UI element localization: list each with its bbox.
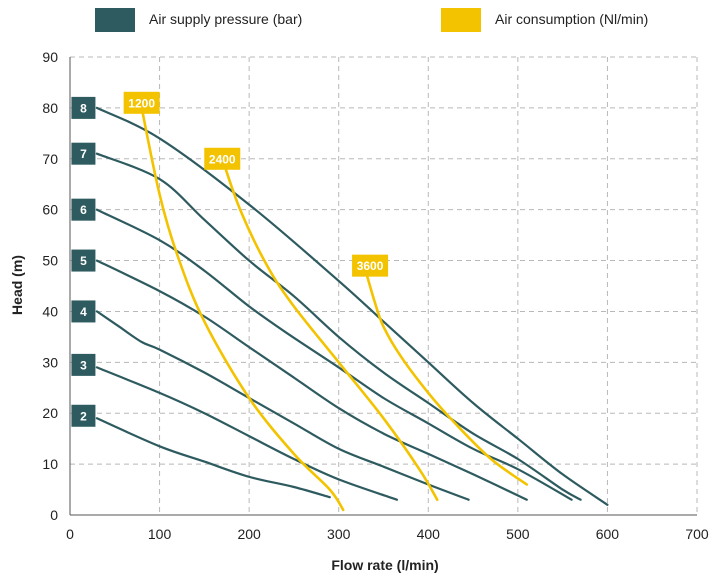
badge-label: 3600: [357, 259, 384, 273]
badge-box: [71, 353, 96, 376]
y-tick-label: 40: [42, 303, 58, 319]
y-axis-title: Head (m): [9, 255, 25, 315]
badge-label: 6: [80, 203, 87, 217]
consumption-badge-3600: 3600: [352, 254, 389, 277]
series-badges: 8 7 6 5 4 3 2 1200 2400 3600: [71, 91, 389, 427]
badge-label: 2: [80, 409, 87, 423]
x-axis-title: Flow rate (l/min): [331, 557, 438, 573]
x-tick-label: 700: [685, 526, 709, 542]
air-pressure-line-8: [95, 106, 609, 506]
air-pressure-line-2: [95, 417, 331, 499]
legend-label-pressure: Air supply pressure (bar): [149, 11, 302, 27]
pressure-badge-7: 7: [71, 142, 96, 165]
air-pressure-line-3: [95, 366, 398, 501]
y-tick-label: 0: [50, 507, 58, 523]
x-tick-label: 100: [148, 526, 172, 542]
legend-swatch-pressure: [95, 8, 135, 32]
x-tick-label: 500: [506, 526, 530, 542]
consumption-badge-2400: 2400: [204, 147, 241, 170]
badge-label: 1200: [128, 96, 155, 110]
air-consumption-line-3600: [364, 269, 529, 486]
legend-label-consumption: Air consumption (Nl/min): [495, 11, 648, 27]
air-consumption-line-2400: [221, 157, 439, 501]
badge-box: [71, 249, 96, 272]
air-pressure-line-5: [95, 259, 528, 501]
badge-label: 8: [80, 101, 87, 115]
badge-label: 5: [80, 254, 87, 268]
air-pressure-line-4: [95, 310, 470, 501]
y-tick-label: 60: [42, 202, 58, 218]
badge-label: 2400: [209, 152, 236, 166]
pressure-badge-6: 6: [71, 198, 96, 221]
y-tick-label: 50: [42, 253, 58, 269]
x-tick-label: 0: [66, 526, 74, 542]
x-tick-label: 300: [327, 526, 351, 542]
axes: 0 100 200 300 400 500 600 700 0 10 20 30 40 50 60 70 80 9…: [42, 49, 708, 542]
air-pressure-line-7: [95, 152, 582, 501]
pressure-badge-3: 3: [71, 353, 96, 376]
y-tick-label: 30: [42, 354, 58, 370]
badge-box: [204, 147, 241, 170]
y-tick-label: 20: [42, 405, 58, 421]
y-tick-label: 90: [42, 49, 58, 65]
badge-box: [352, 254, 389, 277]
badge-box: [123, 91, 160, 114]
pressure-badge-5: 5: [71, 249, 96, 272]
x-tick-label: 400: [417, 526, 441, 542]
x-tick-label: 200: [237, 526, 261, 542]
gridlines: [70, 56, 698, 515]
y-tick-label: 70: [42, 151, 58, 167]
badge-box: [71, 96, 96, 119]
badge-label: 7: [80, 147, 87, 161]
badge-label: 3: [80, 358, 87, 372]
pressure-badge-8: 8: [71, 96, 96, 119]
legend: Air supply pressure (bar) Air consumptio…: [95, 8, 648, 32]
badge-box: [71, 404, 96, 427]
badge-box: [71, 198, 96, 221]
y-tick-label: 10: [42, 456, 58, 472]
badge-label: 4: [80, 305, 87, 319]
series-lines: [95, 106, 609, 512]
badge-box: [71, 300, 96, 323]
badge-box: [71, 142, 96, 165]
x-tick-label: 600: [596, 526, 620, 542]
pressure-badge-4: 4: [71, 300, 96, 323]
pressure-badge-2: 2: [71, 404, 96, 427]
consumption-badge-1200: 1200: [123, 91, 160, 114]
air-consumption-line-1200: [140, 106, 345, 512]
legend-swatch-consumption: [441, 8, 481, 32]
y-tick-label: 80: [42, 100, 58, 116]
